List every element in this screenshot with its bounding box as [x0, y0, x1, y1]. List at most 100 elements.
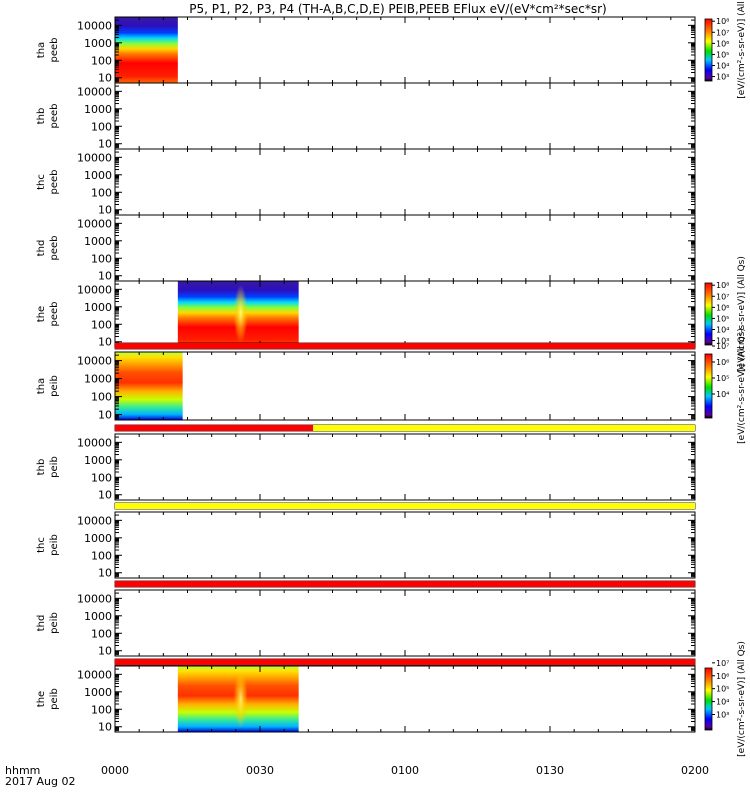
- y-tick-label: 1000: [84, 610, 112, 623]
- x-axis-date: 2017 Aug 02: [5, 775, 75, 788]
- y-tick-label: 10: [98, 72, 112, 85]
- status-bar-segment: [115, 659, 695, 665]
- panel-label-product: peeb: [49, 236, 60, 261]
- colorbar: [704, 18, 713, 82]
- panel-label-probe: thc: [36, 537, 47, 553]
- panel-label-product: peeb: [49, 302, 60, 327]
- colorbar-tick-label: 10³: [716, 73, 729, 82]
- colorbar-tick-label: 10⁶: [716, 39, 729, 48]
- colorbar-tick-label: 10⁶: [716, 672, 729, 681]
- status-bar-segment: [115, 425, 314, 431]
- panel-label-product: peeb: [49, 38, 60, 63]
- y-tick-label: 10: [98, 721, 112, 734]
- colorbar: [704, 353, 713, 419]
- panel-label-probe: thc: [36, 174, 47, 190]
- y-tick-label: 10: [98, 336, 112, 349]
- colorbar-label: [eV/(cm²-s-sr-eV)] (All Qs): [737, 641, 747, 757]
- y-tick-label: 10: [98, 138, 112, 151]
- y-tick-label: 10000: [77, 19, 112, 32]
- panel-frame: [114, 511, 696, 579]
- colorbar-tick-label: 10⁷: [716, 342, 729, 351]
- y-tick-label: 100: [91, 471, 112, 484]
- spectrogram-feature: [233, 285, 248, 343]
- y-tick-label: 100: [91, 627, 112, 640]
- colorbar-label: [eV/(cm²-s-sr-eV)] (All Qs): [737, 256, 747, 372]
- y-tick-label: 1000: [84, 454, 112, 467]
- status-bars-group: [114, 342, 696, 666]
- panel-thc-peeb: 10 100 1000 10000 thc peeb: [36, 148, 696, 217]
- y-tick-label: 100: [91, 252, 112, 265]
- y-tick-label: 10000: [77, 151, 112, 164]
- panel-label-product: peib: [49, 612, 60, 634]
- panel-label-product: peeb: [49, 104, 60, 129]
- panel-frame: [114, 589, 696, 657]
- y-tick-label: 1000: [84, 103, 112, 116]
- figure-title: P5, P1, P2, P3, P4 (TH-A,B,C,D,E) PEIB,P…: [189, 2, 606, 16]
- panel-frame: [114, 16, 696, 84]
- y-tick-label: 10000: [77, 592, 112, 605]
- y-tick-label: 10: [98, 567, 112, 580]
- colorbar-tick-label: 10⁸: [716, 17, 729, 26]
- colorbar-tick-label: 10⁷: [716, 292, 729, 301]
- status-bar-segment: [115, 503, 695, 509]
- y-tick-label: 1000: [84, 37, 112, 50]
- panel-thb-peeb: 10 100 1000 10000 thb peeb: [36, 82, 696, 151]
- colorbar-tick-label: 10⁵: [716, 314, 729, 323]
- panel-thc-peib: 10 100 1000 10000 thc peib: [36, 511, 696, 580]
- status-bar-segment: [313, 425, 695, 431]
- y-tick-label: 10: [98, 204, 112, 217]
- y-tick-label: 100: [91, 54, 112, 67]
- y-tick-label: 100: [91, 318, 112, 331]
- y-tick-label: 10: [98, 645, 112, 658]
- spectrogram-feature: [233, 670, 248, 728]
- x-tick-label: 0130: [536, 764, 564, 777]
- colorbar-tick-label: 10⁶: [716, 358, 729, 367]
- y-tick-label: 10000: [77, 355, 112, 368]
- x-tick-label: 0000: [101, 764, 129, 777]
- panel-label-product: peib: [49, 456, 60, 478]
- panel-label-probe: the: [36, 306, 47, 322]
- colorbar-tick-label: 10³: [716, 711, 729, 720]
- y-tick-label: 1000: [84, 532, 112, 545]
- colorbar-tick-label: 10⁴: [716, 62, 729, 71]
- panel-label-probe: thd: [36, 240, 47, 257]
- status-bar-segment: [115, 581, 695, 587]
- colorbar: [704, 282, 713, 346]
- status-bar-segment: [115, 343, 695, 349]
- colorbar-tick-label: 10⁴: [716, 390, 729, 399]
- colorbar-tick-label: 10⁵: [716, 50, 729, 59]
- y-tick-label: 1000: [84, 373, 112, 386]
- panel-thd-peib: 10 100 1000 10000 thd peib: [36, 589, 696, 658]
- colorbar-tick-label: 10⁴: [716, 326, 729, 335]
- x-axis-label: hhmm: [5, 764, 40, 777]
- y-tick-label: 1000: [84, 301, 112, 314]
- panel-tha-peeb: 10 100 1000 10000 tha peeb 10⁸ 10⁷ 10⁶ 10⁵ 10⁴ 10³ […: [36, 1, 747, 99]
- x-tick-label: 0030: [246, 764, 274, 777]
- panel-label-probe: thd: [36, 615, 47, 632]
- panel-label-probe: thb: [36, 459, 47, 476]
- panel-thd-peeb: 10 100 1000 10000 thd peeb: [36, 214, 696, 283]
- colorbar-tick-label: 10³: [716, 337, 729, 346]
- colorbar-tick-label: 10⁵: [716, 685, 729, 694]
- panel-label-probe: thb: [36, 108, 47, 125]
- panel-frame: [114, 433, 696, 501]
- panel-frame: [114, 214, 696, 282]
- panel-tha-peib: 10 100 1000 10000 tha peib 10⁷ 10⁶ 10⁵ 10⁴ [eV/(cm…: [36, 328, 747, 444]
- colorbar: [704, 667, 713, 731]
- y-tick-label: 10000: [77, 436, 112, 449]
- panel-label-probe: the: [36, 691, 47, 707]
- panel-the-peib: 10 100 1000 10000 the peib 10⁷ 10⁶ 10⁵ 10⁴ 10³ [eV/…: [36, 641, 747, 757]
- panel-frame: [114, 82, 696, 150]
- x-tick-label: 0100: [391, 764, 419, 777]
- y-tick-label: 100: [91, 120, 112, 133]
- spectrogram-data-tha-peib: [115, 352, 183, 420]
- y-tick-label: 10: [98, 409, 112, 422]
- panel-the-peeb: 10 100 1000 10000 the peeb 10⁸ 10⁷ 10⁶ 10⁵ 10⁴ 10³ […: [36, 256, 747, 372]
- y-tick-label: 1000: [84, 235, 112, 248]
- y-tick-label: 10: [98, 270, 112, 283]
- panel-frame: [114, 148, 696, 216]
- y-tick-label: 10000: [77, 217, 112, 230]
- colorbar-tick-label: 10⁶: [716, 303, 729, 312]
